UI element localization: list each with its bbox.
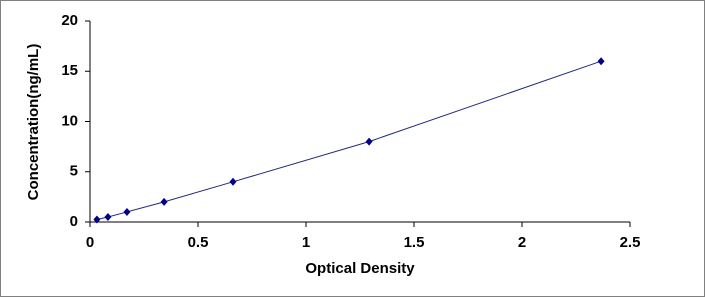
x-tick-label: 1: [302, 234, 310, 251]
y-tick-label: 0: [70, 213, 78, 230]
x-tick-label: 0.5: [188, 234, 209, 251]
y-tick-label: 20: [61, 12, 78, 29]
y-tick-label: 5: [70, 163, 78, 180]
y-tick-label: 15: [61, 62, 78, 79]
y-axis-label: Concentration(ng/mL): [25, 44, 42, 201]
y-tick-label: 10: [61, 112, 78, 129]
x-tick-label: 0: [86, 234, 94, 251]
data-point: [123, 207, 131, 216]
data-point: [229, 177, 237, 186]
x-axis-label: Optical Density: [305, 260, 415, 277]
data-point: [93, 215, 101, 224]
x-tick-label: 1.5: [404, 234, 425, 251]
x-tick-label: 2.5: [620, 234, 641, 251]
data-point: [597, 57, 605, 66]
x-tick-label: 2: [518, 234, 526, 251]
data-point: [365, 137, 373, 146]
data-point: [160, 197, 168, 206]
data-point: [104, 212, 112, 221]
